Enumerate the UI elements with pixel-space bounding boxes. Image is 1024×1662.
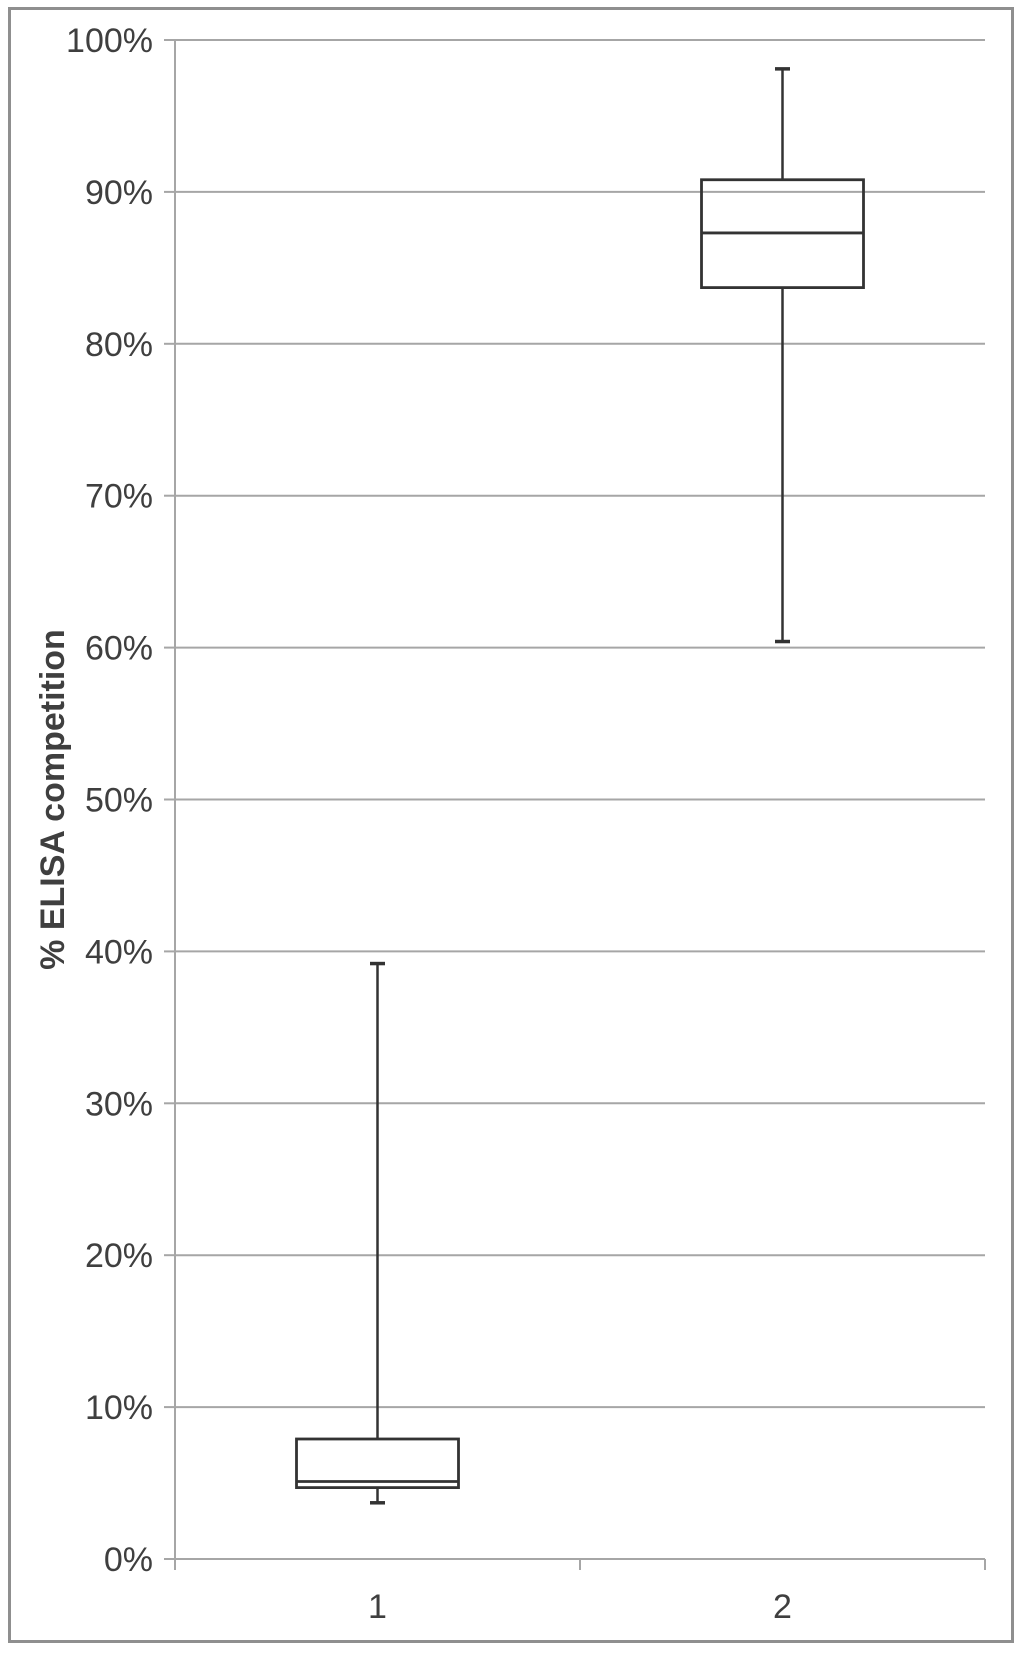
y-tick-label: 70% bbox=[85, 478, 153, 516]
y-tick-label: 50% bbox=[85, 782, 153, 820]
y-tick-label: 60% bbox=[85, 630, 153, 668]
y-tick-label: 100% bbox=[66, 22, 153, 60]
y-tick-label: 80% bbox=[85, 326, 153, 364]
y-tick-label: 10% bbox=[85, 1389, 153, 1427]
box-iqr bbox=[295, 1437, 460, 1490]
y-tick-label: 20% bbox=[85, 1237, 153, 1275]
y-tick-label: 90% bbox=[85, 174, 153, 212]
y-tick-label: 0% bbox=[104, 1541, 153, 1579]
y-tick-label: 40% bbox=[85, 933, 153, 971]
y-tick-label: 30% bbox=[85, 1085, 153, 1123]
y-axis-title: % ELISA competition bbox=[34, 629, 72, 970]
x-category-label: 1 bbox=[368, 1588, 387, 1626]
x-category-label: 2 bbox=[773, 1588, 792, 1626]
